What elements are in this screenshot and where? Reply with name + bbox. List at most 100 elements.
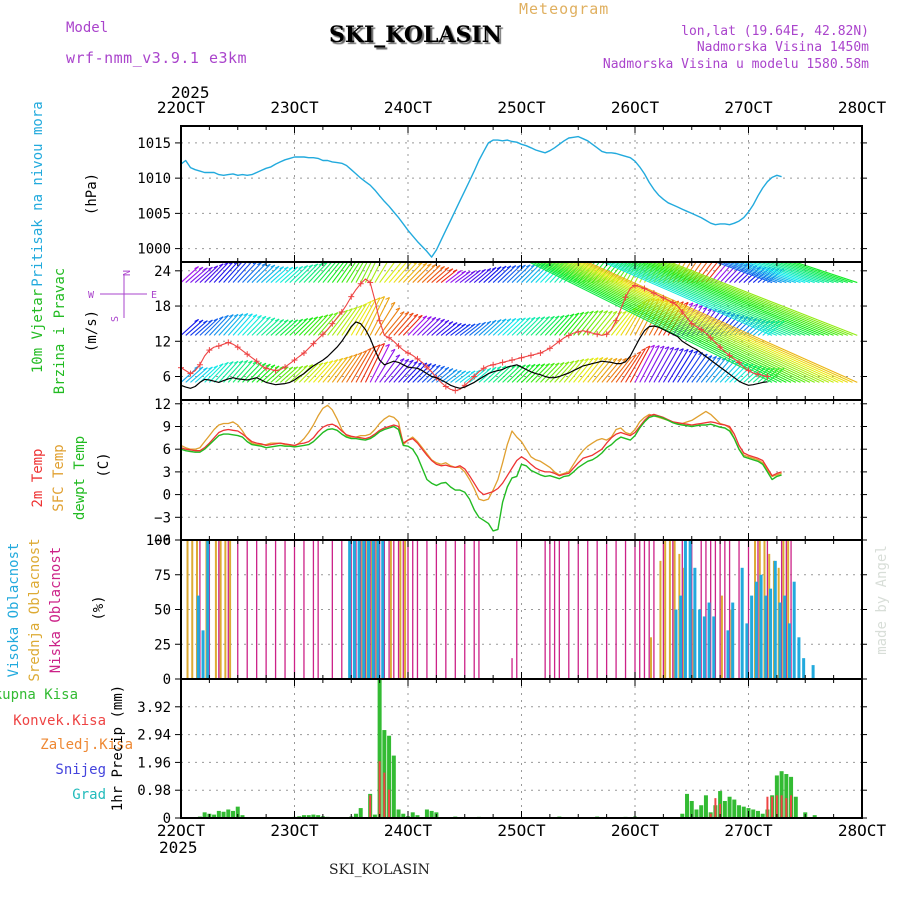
wind-barb <box>223 360 244 383</box>
wind-barb-head <box>646 246 650 248</box>
wind-barb-head <box>323 361 329 365</box>
wind-barb-head <box>348 308 353 312</box>
y-tick-label: 2.94 <box>137 728 171 744</box>
cloud-low-bar <box>653 540 655 679</box>
wind-barb <box>586 262 858 383</box>
wind-barb-head <box>679 348 684 352</box>
wind-barb <box>289 365 309 383</box>
cloud-low-bar <box>360 540 362 679</box>
wind-barb-head <box>198 366 204 370</box>
wind-barb-head <box>284 266 289 270</box>
precip-legend-3: Snijeg <box>55 762 106 778</box>
wind-barb-head <box>431 264 437 268</box>
y-tick-label: 3.92 <box>137 700 171 716</box>
wind-barb-head <box>481 269 486 272</box>
wind-barb <box>364 262 377 283</box>
wind-barb-head <box>470 370 476 374</box>
wind-barb-head <box>684 249 688 251</box>
y-tick-label: 24 <box>154 264 171 280</box>
x-tick-label-bottom: 24OCT <box>384 821 433 840</box>
wind-barb-head <box>632 255 636 257</box>
wind-barb-head <box>266 263 271 267</box>
wind-barb-head <box>366 300 372 304</box>
wind-barb-head <box>444 319 450 323</box>
wind-barb-head <box>399 311 405 315</box>
wind-barb <box>426 318 445 336</box>
y-tick-label: 9 <box>163 419 171 435</box>
wind-barb <box>642 262 825 336</box>
precip-total-bar <box>396 809 401 818</box>
wind-barb <box>445 270 462 283</box>
y-tick-label: 1000 <box>137 242 171 258</box>
wind-barb-head <box>613 259 617 261</box>
wind-barb <box>568 358 590 383</box>
wind-barb <box>530 363 550 383</box>
precip-total-bar <box>212 814 217 818</box>
wind-barb-head <box>608 258 612 260</box>
cloud-high-bar <box>787 623 791 679</box>
wind-barb-head <box>293 319 298 323</box>
wind-barb-head <box>579 311 585 315</box>
wind-barb <box>568 311 590 336</box>
wind-barb-head <box>516 264 521 268</box>
precip-total-bar <box>235 806 240 818</box>
cloud-mid-bar <box>214 540 217 679</box>
y-tick-label: 1.96 <box>137 755 171 771</box>
wind-barb <box>587 310 609 336</box>
wind-barb-head <box>266 316 271 320</box>
wind-barb-head <box>599 258 603 260</box>
cloud-mid-bar <box>787 540 790 679</box>
wind-barb <box>374 302 396 336</box>
wind-barb <box>516 264 536 283</box>
wind-barb <box>412 363 432 383</box>
wind-barb-head <box>357 305 363 309</box>
wind-barb <box>566 262 830 383</box>
sfc-temp-line <box>180 404 782 502</box>
wind-barb <box>256 264 276 283</box>
wind-barb-head <box>333 359 339 363</box>
wind-barb-head <box>270 364 276 368</box>
wind-barb <box>289 318 309 336</box>
wind-barb <box>431 319 450 336</box>
cloud-low-bar <box>558 540 560 679</box>
wind-barb <box>563 262 825 383</box>
wind-barb-head <box>203 267 208 271</box>
wind-barb-head <box>545 363 550 367</box>
cloud-high-bar <box>745 623 749 679</box>
lonlat-label: lon,lat (19.64E, 42.82N) <box>681 24 869 39</box>
cloud-low-bar <box>341 540 343 679</box>
wind-barb <box>478 319 497 336</box>
precip-total-bar <box>202 812 207 818</box>
wind-barb-head <box>693 303 699 307</box>
cloud-low-bar <box>544 540 546 679</box>
cloud-low-bar <box>691 540 693 679</box>
wind-barb-head <box>452 369 458 373</box>
wind-barb <box>190 367 208 383</box>
wind-barb <box>615 354 637 383</box>
wind-barb-head <box>400 259 404 261</box>
wind-barb <box>331 355 353 383</box>
wind-barb <box>360 262 372 283</box>
y-tick-label: 0 <box>163 488 171 504</box>
wind-barb-head <box>313 263 319 267</box>
wind-barb <box>620 262 797 336</box>
wind-barb <box>298 363 319 383</box>
precip-convective-bar <box>785 798 788 818</box>
wind-barb <box>440 322 458 336</box>
wind-barb <box>336 306 358 336</box>
wind-barb <box>620 351 642 383</box>
wind-barb <box>204 316 224 336</box>
wind-barb <box>218 262 239 283</box>
precip-total-bar <box>306 815 311 818</box>
y-tick-label: 75 <box>154 568 171 584</box>
wind-barb-head <box>535 316 541 320</box>
wind-barb <box>646 262 830 336</box>
wind-barb <box>700 356 722 383</box>
wind-barb <box>213 361 234 383</box>
wind-barb-head <box>535 363 541 367</box>
wind-barb-head <box>194 318 199 322</box>
wind-barb-head <box>466 270 471 274</box>
wind-barb <box>753 262 815 284</box>
wind-barb-head <box>550 315 555 319</box>
cloud-high-bar <box>201 630 205 679</box>
